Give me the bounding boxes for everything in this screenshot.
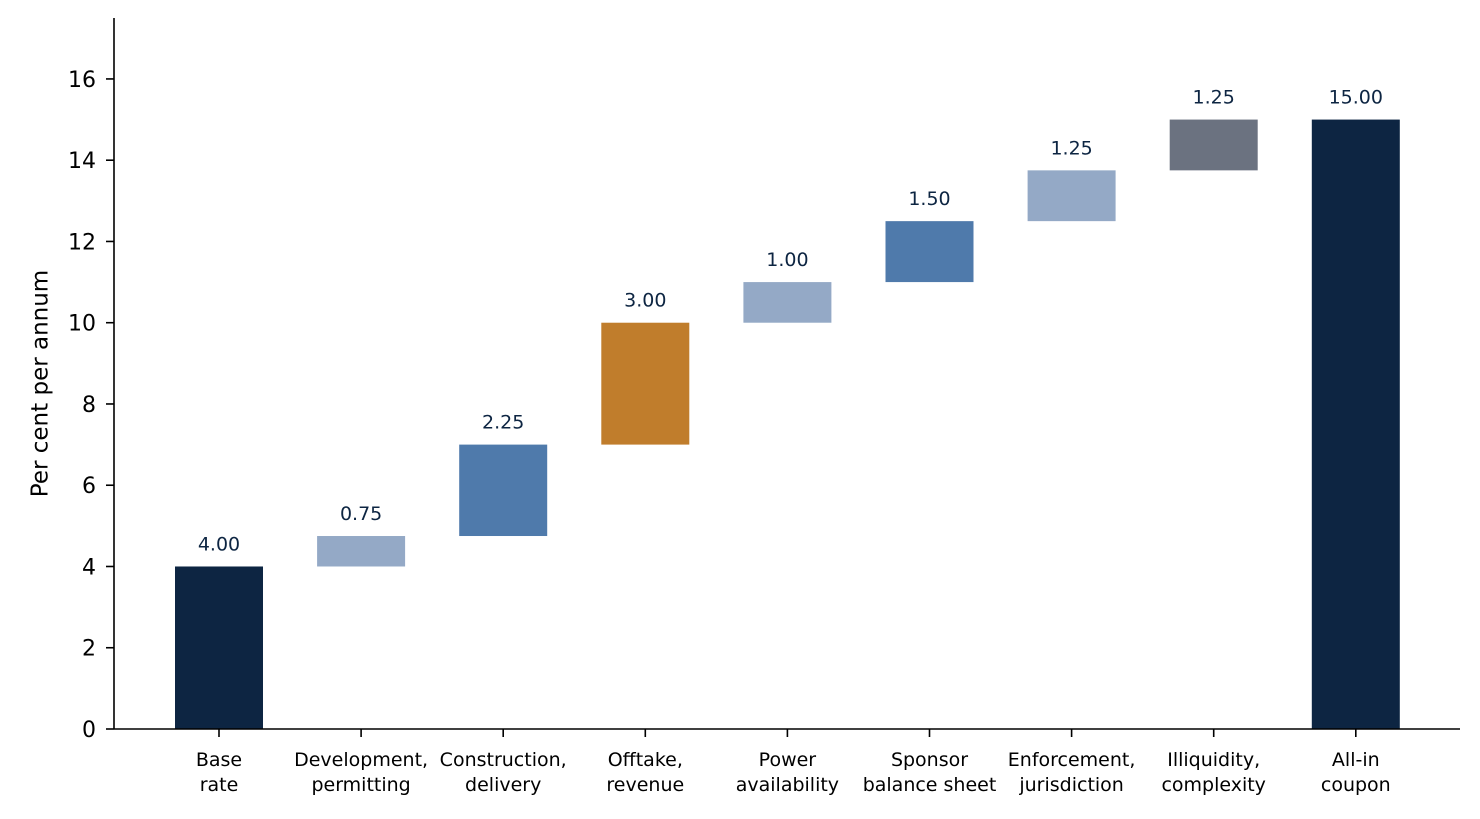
x-tick-label-0: Base rate xyxy=(196,749,242,796)
x-tick-label-7: Illiquidity, complexity xyxy=(1161,749,1266,796)
data-label-2: 2.25 xyxy=(482,412,524,434)
x-tick-label-2: Construction, delivery xyxy=(440,749,567,796)
x-tick-label-3: Offtake, revenue xyxy=(606,749,684,796)
y-tick-label-2: 4 xyxy=(82,555,96,580)
y-axis-title: Per cent per annum xyxy=(28,270,54,497)
y-tick-label-4: 8 xyxy=(82,393,96,418)
bar-1 xyxy=(317,536,406,567)
bars-layer xyxy=(175,119,1400,730)
data-labels-layer: 4.00 0.75 2.25 3.00 1.00 1.50 1.25 1.25 15.00 xyxy=(198,87,1383,556)
bar-8 xyxy=(1311,119,1400,730)
data-label-0: 4.00 xyxy=(198,533,240,555)
x-axis: Base rate Development, permitting Constructi… xyxy=(114,728,1460,796)
y-tick-label-6: 12 xyxy=(68,230,96,255)
data-label-1: 0.75 xyxy=(340,503,382,525)
data-label-8: 15.00 xyxy=(1329,87,1383,109)
x-tick-label-8: All-in coupon xyxy=(1321,749,1391,796)
x-tick-label-6: Enforcement, jurisdiction xyxy=(1008,749,1136,796)
y-tick-label-8: 16 xyxy=(68,68,96,93)
data-label-7: 1.25 xyxy=(1193,87,1235,109)
data-label-3: 3.00 xyxy=(624,290,666,312)
x-tick-label-1: Development, permitting xyxy=(294,749,428,796)
y-tick-label-0: 0 xyxy=(82,718,96,743)
bar-3 xyxy=(601,322,690,445)
bar-6 xyxy=(1027,170,1116,222)
bar-7 xyxy=(1169,119,1258,171)
data-label-5: 1.50 xyxy=(908,188,950,210)
bar-4 xyxy=(743,282,832,323)
x-tick-label-4: Power availability xyxy=(736,749,839,796)
y-tick-label-5: 10 xyxy=(68,312,96,337)
x-tick-label-5: Sponsor balance sheet xyxy=(863,749,997,796)
bar-2 xyxy=(459,444,548,537)
y-tick-label-3: 6 xyxy=(82,474,96,499)
y-tick-label-7: 14 xyxy=(68,149,96,174)
bar-0 xyxy=(175,566,263,729)
bar-5 xyxy=(885,221,974,283)
data-label-4: 1.00 xyxy=(766,249,808,271)
data-label-6: 1.25 xyxy=(1050,137,1092,159)
y-tick-label-1: 2 xyxy=(82,637,96,662)
y-axis: 0 2 4 6 8 10 12 14 16 xyxy=(68,18,115,743)
